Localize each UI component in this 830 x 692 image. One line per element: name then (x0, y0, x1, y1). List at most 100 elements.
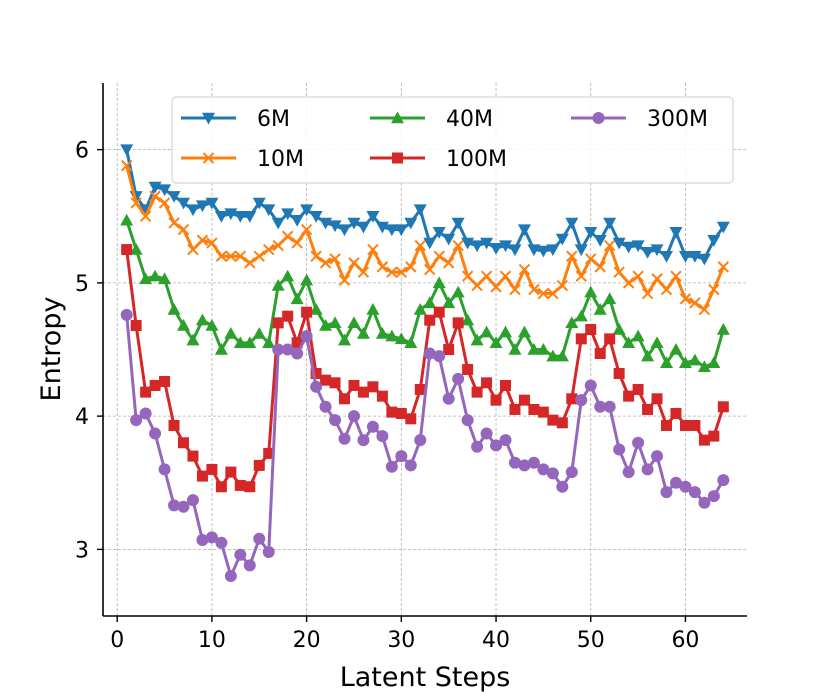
point-10M-17 (272, 239, 284, 252)
series-line-10M (125, 165, 725, 312)
point-300M-41 (499, 434, 512, 447)
point-100M-63 (708, 430, 720, 442)
point-10M-6 (168, 217, 180, 229)
series-layer (120, 144, 730, 583)
point-10M-4 (149, 190, 161, 202)
point-40M-5 (158, 272, 172, 285)
point-300M-3 (139, 407, 152, 420)
point-40M-27 (366, 303, 380, 315)
point-100M-23 (329, 377, 341, 389)
point-100M-17 (272, 317, 284, 329)
point-10M-61 (689, 297, 701, 309)
point-10M-12 (225, 250, 237, 262)
point-6M-59 (669, 227, 683, 239)
point-300M-54 (622, 466, 635, 479)
x-tick-label-1: 10 (198, 628, 226, 653)
point-10M-26 (357, 266, 370, 278)
point-6M-36 (451, 217, 465, 230)
series-10M (120, 159, 730, 316)
point-40M-1 (120, 213, 134, 226)
y-tick-label-2: 5 (75, 272, 89, 297)
point-100M-38 (471, 386, 483, 398)
point-300M-9 (196, 534, 209, 547)
point-6M-34 (432, 227, 446, 239)
point-40M-20 (300, 273, 314, 286)
point-40M-57 (650, 336, 664, 349)
point-10M-9 (196, 234, 209, 246)
point-100M-32 (414, 383, 426, 395)
point-6M-24 (338, 224, 351, 237)
point-40M-34 (432, 276, 446, 289)
point-6M-14 (243, 211, 257, 223)
point-10M-7 (177, 223, 190, 236)
point-300M-34 (433, 350, 446, 363)
point-100M-8 (187, 450, 199, 462)
point-100M-56 (642, 403, 654, 415)
point-300M-18 (281, 343, 294, 356)
point-10M-55 (632, 270, 644, 282)
point-100M-18 (282, 310, 294, 322)
point-40M-62 (697, 360, 711, 373)
point-300M-45 (537, 463, 550, 476)
point-300M-44 (527, 456, 540, 469)
point-100M-51 (594, 347, 606, 359)
point-10M-53 (613, 266, 625, 278)
point-40M-14 (243, 336, 257, 349)
point-100M-28 (376, 390, 388, 402)
point-100M-3 (140, 386, 152, 398)
point-40M-48 (565, 316, 579, 329)
point-10M-47 (556, 279, 569, 292)
point-300M-7 (177, 500, 190, 513)
point-10M-62 (698, 303, 711, 316)
point-300M-42 (508, 456, 521, 469)
legend-label-10M: 10M (257, 147, 304, 172)
point-6M-1 (120, 144, 134, 157)
point-100M-12 (225, 466, 237, 478)
point-6M-21 (309, 211, 323, 223)
point-100M-40 (490, 394, 502, 406)
point-300M-32 (414, 434, 427, 447)
point-40M-36 (451, 285, 465, 298)
point-6M-50 (584, 227, 598, 239)
point-10M-14 (244, 257, 256, 269)
point-100M-24 (339, 393, 350, 405)
point-6M-35 (442, 233, 456, 246)
point-40M-25 (347, 316, 361, 329)
point-10M-64 (717, 261, 730, 273)
point-100M-54 (623, 390, 635, 402)
point-6M-60 (678, 251, 692, 263)
point-300M-43 (518, 459, 531, 472)
point-300M-4 (149, 427, 162, 440)
point-6M-45 (536, 245, 550, 258)
point-6M-55 (631, 240, 645, 253)
point-300M-2 (130, 414, 143, 427)
point-10M-3 (139, 210, 152, 222)
y-tick-label-0: 3 (75, 538, 89, 563)
point-100M-15 (253, 459, 265, 471)
point-10M-57 (651, 273, 663, 285)
point-100M-34 (433, 306, 445, 318)
point-6M-63 (707, 235, 721, 247)
point-100M-44 (528, 403, 540, 415)
point-10M-21 (310, 250, 322, 262)
point-6M-25 (347, 217, 361, 230)
point-300M-24 (338, 432, 351, 445)
point-100M-41 (500, 379, 511, 391)
point-10M-1 (120, 159, 133, 172)
series-line-6M (125, 149, 725, 261)
point-100M-27 (367, 381, 379, 393)
legend-item-100M: 100M (370, 147, 507, 172)
legend-item-300M: 300M (571, 107, 708, 132)
point-10M-13 (234, 250, 247, 262)
point-10M-29 (386, 266, 398, 278)
point-300M-38 (471, 440, 484, 453)
point-40M-21 (309, 303, 323, 315)
point-10M-20 (300, 223, 313, 236)
point-100M-49 (575, 333, 587, 345)
point-40M-23 (328, 316, 342, 329)
point-100M-58 (661, 419, 672, 431)
point-40M-7 (177, 319, 190, 331)
point-6M-10 (205, 197, 219, 210)
point-6M-32 (413, 204, 427, 217)
